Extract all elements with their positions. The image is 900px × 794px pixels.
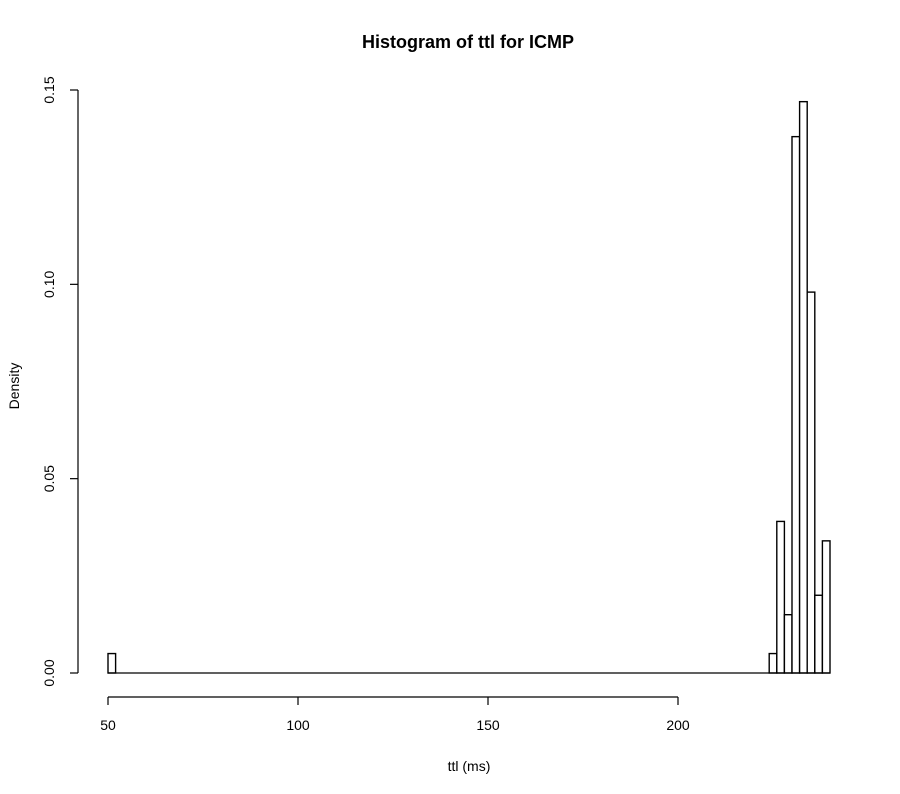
x-tick-label: 50: [100, 717, 116, 733]
histogram-bar: [814, 594, 824, 674]
histogram-bar: [107, 652, 117, 674]
histogram-bar: [798, 100, 808, 674]
chart-title: Histogram of ttl for ICMP: [362, 32, 574, 52]
x-tick-label: 100: [286, 717, 310, 733]
histogram-bar: [821, 540, 831, 674]
x-axis: 50 100 150 200: [100, 696, 690, 733]
histogram-bar: [791, 135, 801, 674]
x-tick-label: 200: [666, 717, 690, 733]
y-axis: 0.00 0.05 0.10 0.15: [41, 76, 79, 687]
histogram-bar: [783, 614, 793, 674]
y-tick-label: 0.10: [41, 270, 57, 297]
y-tick-label: 0.15: [41, 76, 57, 103]
histogram-bar: [806, 291, 816, 674]
x-axis-label: ttl (ms): [448, 758, 491, 774]
y-axis-label: Density: [6, 363, 22, 410]
y-tick-label: 0.00: [41, 659, 57, 686]
x-tick-label: 150: [476, 717, 500, 733]
y-tick-label: 0.05: [41, 465, 57, 492]
histogram-bar: [776, 520, 786, 674]
bars-group: [107, 100, 831, 674]
histogram-bar: [768, 652, 778, 674]
